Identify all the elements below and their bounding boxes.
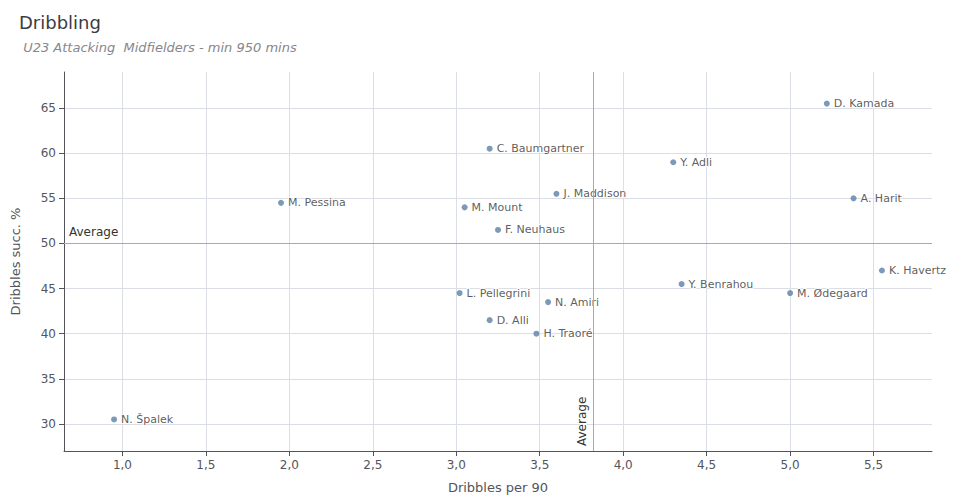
svg-text:J. Maddison: J. Maddison bbox=[562, 187, 626, 200]
svg-text:50: 50 bbox=[41, 236, 56, 250]
svg-text:5,0: 5,0 bbox=[781, 458, 800, 472]
svg-text:Dribbles per 90: Dribbles per 90 bbox=[448, 480, 548, 495]
svg-text:30: 30 bbox=[41, 417, 56, 431]
svg-text:45: 45 bbox=[41, 282, 56, 296]
svg-text:D. Alli: D. Alli bbox=[497, 314, 529, 327]
svg-text:M. Ødegaard: M. Ødegaard bbox=[797, 287, 868, 300]
svg-text:L. Pellegrini: L. Pellegrini bbox=[467, 287, 531, 300]
svg-text:Dribbles succ. %: Dribbles succ. % bbox=[8, 208, 23, 316]
svg-text:2,5: 2,5 bbox=[363, 458, 382, 472]
svg-text:Y. Benrahou: Y. Benrahou bbox=[688, 278, 754, 291]
svg-text:4,5: 4,5 bbox=[697, 458, 716, 472]
svg-text:1,0: 1,0 bbox=[113, 458, 132, 472]
svg-text:H. Traoré: H. Traoré bbox=[543, 327, 592, 340]
svg-text:55: 55 bbox=[41, 191, 56, 205]
svg-text:Dribbling: Dribbling bbox=[19, 12, 101, 33]
svg-text:3,0: 3,0 bbox=[447, 458, 466, 472]
svg-text:5,5: 5,5 bbox=[864, 458, 883, 472]
svg-text:C. Baumgartner: C. Baumgartner bbox=[497, 142, 585, 155]
svg-text:A. Harit: A. Harit bbox=[861, 192, 903, 205]
svg-text:Y. Adli: Y. Adli bbox=[679, 156, 712, 169]
svg-text:Average: Average bbox=[69, 225, 118, 239]
svg-text:D. Kamada: D. Kamada bbox=[834, 97, 894, 110]
svg-text:Average: Average bbox=[575, 397, 589, 446]
svg-text:M. Mount: M. Mount bbox=[472, 201, 524, 214]
svg-text:65: 65 bbox=[41, 101, 56, 115]
svg-text:N. Amiri: N. Amiri bbox=[555, 296, 599, 309]
svg-text:F. Neuhaus: F. Neuhaus bbox=[505, 223, 565, 236]
svg-text:35: 35 bbox=[41, 372, 56, 386]
svg-text:N. Špalek: N. Špalek bbox=[121, 413, 174, 426]
svg-text:2,0: 2,0 bbox=[280, 458, 299, 472]
svg-text:3,5: 3,5 bbox=[530, 458, 549, 472]
svg-text:U23 Attacking Midfielders - m: U23 Attacking Midfielders - min 950 mins bbox=[19, 40, 297, 55]
svg-text:1,5: 1,5 bbox=[196, 458, 215, 472]
svg-text:4,0: 4,0 bbox=[614, 458, 633, 472]
svg-text:K. Havertz: K. Havertz bbox=[889, 264, 946, 277]
svg-text:60: 60 bbox=[41, 146, 56, 160]
svg-text:M. Pessina: M. Pessina bbox=[288, 196, 346, 209]
svg-text:40: 40 bbox=[41, 327, 56, 341]
